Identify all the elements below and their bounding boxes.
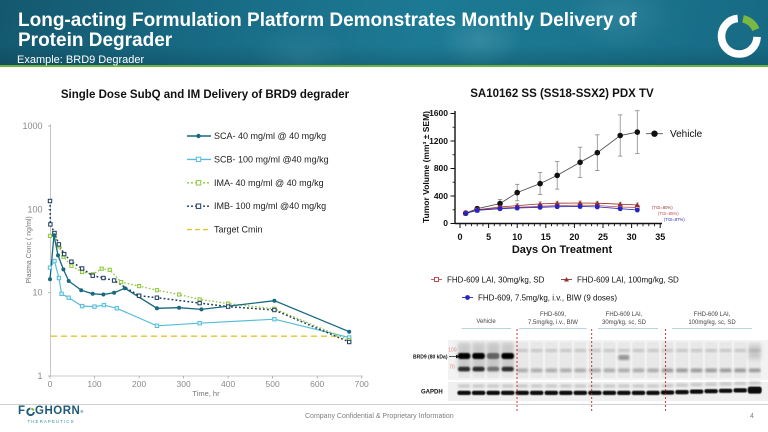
svg-text:BRD9 (80 kDa): BRD9 (80 kDa) (413, 355, 448, 361)
svg-text:Vehicle: Vehicle (670, 129, 703, 140)
svg-text:25: 25 (598, 232, 608, 242)
svg-text:GAPDH: GAPDH (421, 390, 443, 396)
svg-text:100: 100 (87, 379, 101, 389)
svg-text:SA10162 SS (SS18-SSX2) PDX TV: SA10162 SS (SS18-SSX2) PDX TV (470, 88, 654, 100)
svg-text:1: 1 (37, 371, 42, 381)
svg-text:1000: 1000 (22, 121, 42, 131)
svg-text:Target Cmin: Target Cmin (214, 225, 263, 235)
svg-text:10: 10 (512, 232, 522, 242)
svg-text:FHD-609,: FHD-609, (540, 312, 566, 318)
svg-text:1600: 1600 (429, 108, 448, 118)
svg-text:Time, hr: Time, hr (192, 389, 220, 398)
svg-text:Tumor Volume (mm³ ± SEM): Tumor Volume (mm³ ± SEM) (421, 111, 431, 223)
svg-text:800: 800 (434, 163, 448, 173)
svg-text:10: 10 (32, 288, 42, 298)
svg-text:35: 35 (655, 232, 665, 242)
svg-text:1200: 1200 (429, 136, 448, 146)
svg-text:200: 200 (132, 379, 146, 389)
svg-text:FHD-609 LAI, 30mg/kg, SD: FHD-609 LAI, 30mg/kg, SD (447, 276, 545, 285)
svg-text:500: 500 (266, 379, 280, 389)
svg-text:5: 5 (486, 232, 491, 242)
svg-text:100: 100 (448, 348, 457, 354)
svg-text:15: 15 (541, 232, 551, 242)
svg-text:300: 300 (177, 379, 191, 389)
svg-text:Vehicle: Vehicle (476, 319, 496, 325)
svg-text:Days On Treatment: Days On Treatment (512, 244, 613, 256)
svg-text:SCB- 100 mg/ml @40 mg/kg: SCB- 100 mg/ml @40 mg/kg (214, 154, 329, 164)
svg-text:(TGI=85%): (TGI=85%) (658, 211, 679, 216)
svg-text:30mg/kg, sc, SD: 30mg/kg, sc, SD (602, 320, 647, 326)
svg-text:FHD-609 LAI,: FHD-609 LAI, (694, 312, 731, 318)
svg-text:FHD-609, 7.5mg/kg, i.v., BIW (: FHD-609, 7.5mg/kg, i.v., BIW (9 doses) (478, 294, 617, 303)
svg-text:70: 70 (449, 365, 455, 371)
svg-text:100: 100 (27, 204, 42, 214)
svg-text:100mg/kg, sc, SD: 100mg/kg, sc, SD (688, 320, 736, 326)
svg-text:SCA- 40 mg/ml @ 40 mg/kg: SCA- 40 mg/ml @ 40 mg/kg (214, 131, 326, 141)
svg-text:400: 400 (434, 191, 448, 201)
svg-text:20: 20 (569, 232, 579, 242)
svg-text:0: 0 (443, 218, 448, 228)
svg-text:600: 600 (310, 379, 324, 389)
svg-text:0: 0 (48, 379, 53, 389)
svg-text:IMA- 40 mg/ml @ 40 mg/kg: IMA- 40 mg/ml @ 40 mg/kg (214, 178, 324, 188)
svg-text:Plasma Conc ( ng/ml): Plasma Conc ( ng/ml) (26, 216, 33, 283)
svg-text:700: 700 (355, 379, 369, 389)
svg-text:FHD-609 LAI, 100mg/kg, SD: FHD-609 LAI, 100mg/kg, SD (577, 276, 679, 285)
svg-text:30: 30 (627, 232, 637, 242)
svg-text:Single Dose SubQ and IM Delive: Single Dose SubQ and IM Delivery of BRD9… (61, 89, 350, 101)
svg-text:0: 0 (457, 232, 462, 242)
svg-text:(TGI=80%): (TGI=80%) (652, 205, 673, 210)
svg-text:IMB- 100 mg/ml @40 mg/kg: IMB- 100 mg/ml @40 mg/kg (214, 201, 326, 211)
svg-text:(TGI=87%): (TGI=87%) (664, 217, 685, 222)
svg-text:7.5mg/kg, i.v., BIW: 7.5mg/kg, i.v., BIW (528, 320, 578, 326)
svg-text:400: 400 (221, 379, 235, 389)
svg-text:FHD-609 LAI,: FHD-609 LAI, (606, 312, 643, 318)
